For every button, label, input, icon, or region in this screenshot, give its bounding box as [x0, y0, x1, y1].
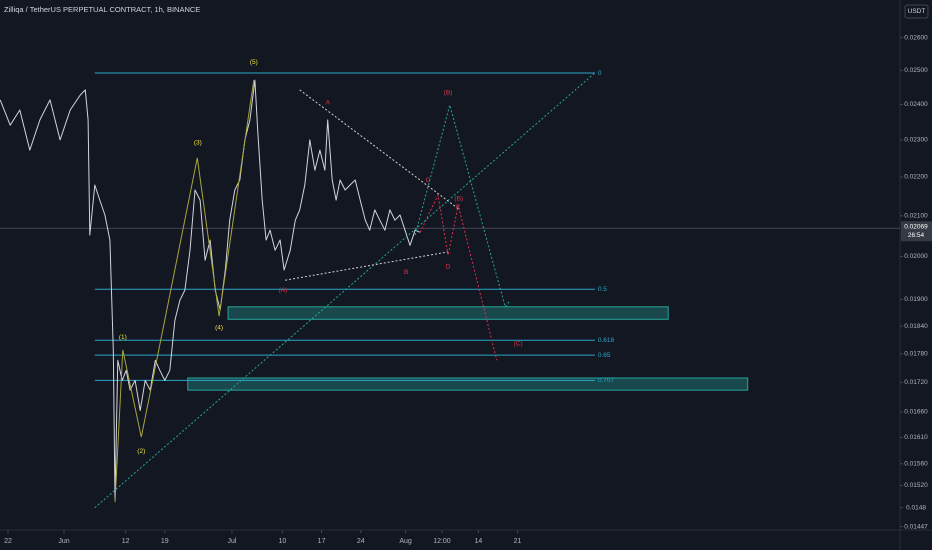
- x-tick-label: 14: [474, 538, 482, 545]
- last-price-label: 0.02069: [904, 223, 928, 230]
- y-tick-label: 0.01447: [904, 523, 928, 530]
- wave-label: (B): [444, 90, 453, 97]
- x-tick-label: 10: [278, 538, 286, 545]
- y-tick-label: 0.01560: [904, 461, 928, 468]
- fib-label: 0.707: [598, 377, 615, 384]
- y-tick-label: 0.02000: [904, 253, 928, 260]
- target-zone: [187, 377, 749, 391]
- drawing: [94, 72, 596, 509]
- wave-label: (5): [250, 59, 258, 66]
- fib-label: 0.65: [598, 352, 611, 359]
- x-tick-label: 22: [4, 538, 12, 545]
- wave-label: B: [404, 269, 408, 276]
- x-tick-label: Jun: [58, 538, 69, 545]
- y-tick-label: 0.02100: [904, 213, 928, 220]
- x-tick-label: 19: [161, 538, 169, 545]
- x-tick-label: Jul: [228, 538, 237, 545]
- chart-title: Zilliqa / TetherUS PERPETUAL CONTRACT, 1…: [4, 5, 200, 14]
- x-tick-label: 12: [122, 538, 130, 545]
- wave-label: (4): [215, 325, 223, 332]
- drawing: [299, 89, 461, 211]
- x-tick-label: 12:00: [433, 538, 451, 545]
- target-zone: [227, 306, 669, 320]
- wave-label: (3): [194, 140, 202, 147]
- x-tick-label: 21: [514, 538, 522, 545]
- currency-button[interactable]: [904, 4, 929, 19]
- wave-label: (2): [137, 448, 145, 455]
- y-tick-label: 0.0148: [906, 504, 926, 511]
- wave-label: A: [326, 100, 331, 107]
- drawing: [285, 251, 449, 281]
- x-tick-label: 24: [357, 538, 365, 545]
- last-price-box: [901, 221, 932, 242]
- price-line: [0, 79, 421, 501]
- wave-label: D: [446, 264, 451, 271]
- fib-label: 0.618: [598, 337, 615, 344]
- y-tick-label: 0.01840: [904, 323, 928, 330]
- y-tick-label: 0.02500: [904, 67, 928, 74]
- x-tick-label: 17: [318, 538, 326, 545]
- y-tick-label: 0.01520: [904, 482, 928, 489]
- y-tick-label: 0.02300: [904, 137, 928, 144]
- wave-label: E: [456, 204, 461, 211]
- countdown-label: 26:54: [908, 232, 925, 239]
- y-tick-label: 0.01720: [904, 379, 928, 386]
- x-tick-label: Aug: [399, 538, 412, 545]
- y-tick-label: 0.01900: [904, 296, 928, 303]
- y-tick-label: 0.02200: [904, 174, 928, 181]
- y-tick-label: 0.01780: [904, 350, 928, 357]
- wave-label: (1): [119, 334, 127, 341]
- y-tick-label: 0.02600: [904, 34, 928, 41]
- wave-label: C: [426, 177, 431, 184]
- drawing: [114, 80, 255, 503]
- wave-label: (C): [514, 341, 523, 348]
- fib-label: 0: [598, 70, 602, 77]
- y-tick-label: 0.01610: [904, 434, 928, 441]
- wave-label: (B): [454, 196, 463, 203]
- y-tick-label: 0.01660: [904, 409, 928, 416]
- fib-label: 0.5: [598, 286, 607, 293]
- currency-label[interactable]: USDT: [908, 8, 926, 15]
- y-tick-label: 0.02400: [904, 101, 928, 108]
- wave-label: (A): [279, 287, 288, 294]
